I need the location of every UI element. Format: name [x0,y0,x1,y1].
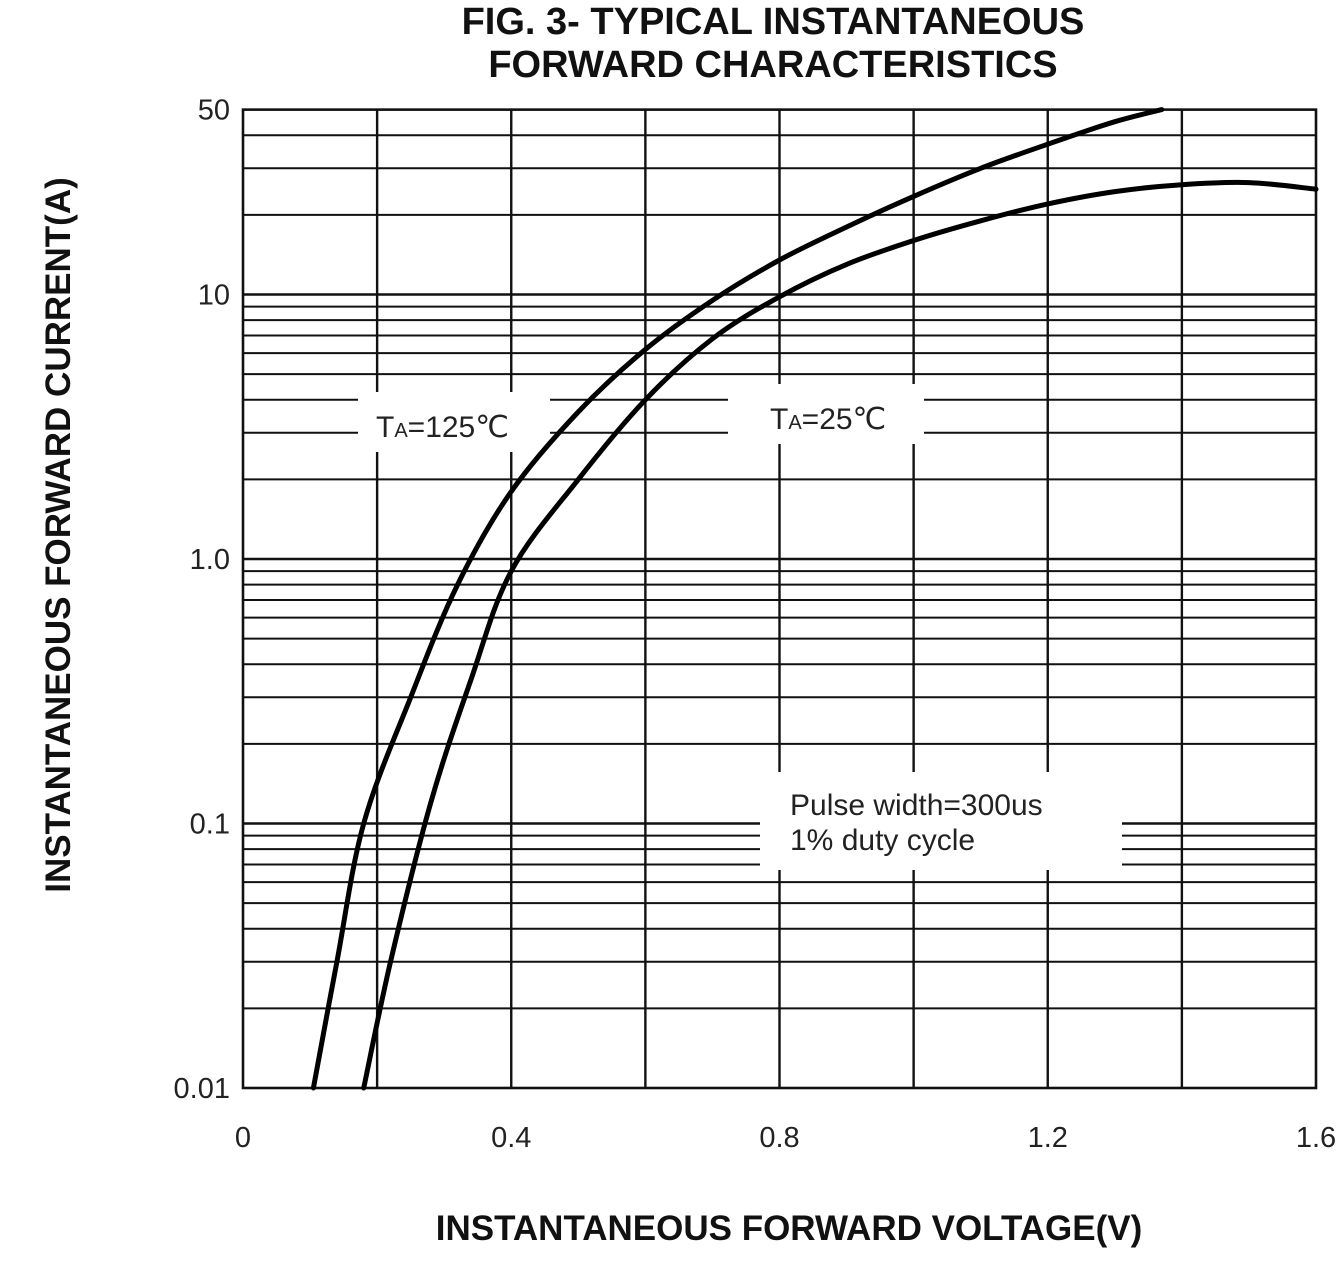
series-label-125-rest: =125℃ [408,411,509,444]
x-tick-label: 1.2 [1028,1122,1068,1154]
series-label-25-t: T [770,403,788,436]
x-tick-label: 1.6 [1296,1122,1336,1154]
series-label-125-box: TA=125℃ [358,392,550,452]
x-tick-label: 0 [235,1122,251,1154]
pulse-width-annotation: Pulse width=300us [790,789,1043,822]
y-tick-label: 0.01 [174,1073,230,1105]
series-label-25: TA=25℃ [770,403,886,436]
series-label-125: TA=125℃ [376,411,509,444]
series-label-25-rest: =25℃ [802,403,887,436]
series-label-25-sub: A [788,412,802,434]
pulse-annotation-box: Pulse width=300us 1% duty cycle [760,772,1122,870]
y-tick-label: 0.1 [190,809,230,841]
duty-cycle-annotation: 1% duty cycle [790,824,975,857]
y-tick-label: 50 [198,95,230,127]
chart-title-line-2: FORWARD CHARACTERISTICS [488,44,1057,86]
y-tick-label: 1.0 [190,544,230,576]
y-tick-label: 10 [198,280,230,312]
y-axis-label: INSTANTANEOUS FORWARD CURRENT(A) [39,177,78,893]
series-label-125-sub: A [394,420,408,442]
x-tick-label: 0.4 [491,1122,531,1154]
y-tick-labels: 0.01 0.1 1.0 10 50 [174,95,230,1105]
series-line-0 [310,107,1165,1091]
plot-grid [241,108,1318,1090]
chart-title-line-1: FIG. 3- TYPICAL INSTANTANEOUS [462,1,1085,43]
series-curves [310,107,1319,1091]
x-tick-label: 0.8 [759,1122,799,1154]
series-label-25-box: TA=25℃ [728,384,924,444]
series-label-125-t: T [376,411,394,444]
series-line-1 [361,179,1319,1091]
x-tick-labels: 0 0.4 0.8 1.2 1.6 [235,1122,1336,1154]
x-axis-label: INSTANTANEOUS FORWARD VOLTAGE(V) [436,1209,1142,1248]
